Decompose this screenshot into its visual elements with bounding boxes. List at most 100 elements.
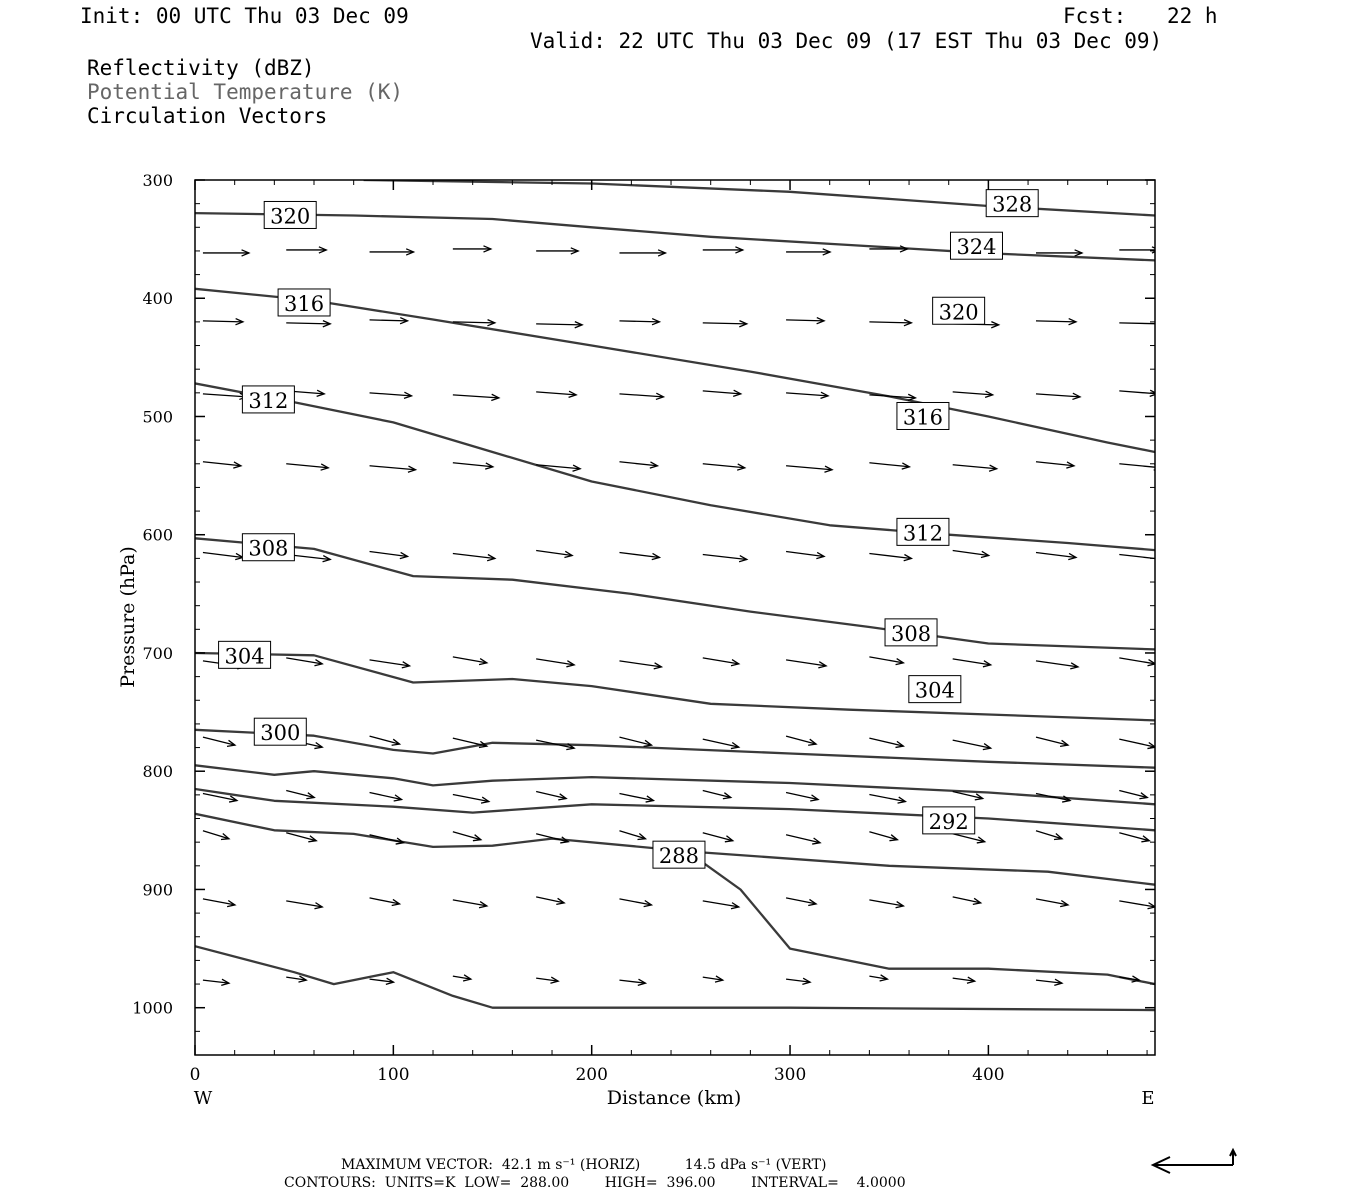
- circulation-vector: [702, 832, 733, 842]
- y-axis-title: Pressure (hPa): [117, 546, 139, 688]
- vector-arrowhead: [802, 977, 812, 985]
- circulation-vector: [1035, 736, 1069, 746]
- theta-contour-line: [195, 537, 1155, 651]
- vector-arrowhead: [1156, 321, 1163, 327]
- contour-label: 316: [903, 405, 943, 429]
- circulation-vector: [286, 832, 317, 842]
- circulation-vector: [786, 319, 825, 322]
- x-tick-label: 400: [972, 1065, 1004, 1085]
- vector-arrowhead: [478, 901, 489, 909]
- contour-info: CONTOURS: UNITS=K LOW= 288.00 HIGH= 396.…: [284, 1175, 906, 1191]
- y-tick-label: 700: [142, 644, 173, 663]
- vector-arrowhead: [1139, 792, 1149, 800]
- vector-arrowhead: [314, 659, 324, 667]
- vector-arrowhead: [732, 389, 743, 397]
- max-vector-note: MAXIMUM VECTOR: 42.1 m s⁻¹ (HORIZ) 14.5 …: [341, 1157, 827, 1173]
- circulation-vector: [1119, 738, 1155, 748]
- x-axis-right-end-label: E: [1141, 1088, 1154, 1109]
- vector-arrowhead: [808, 738, 818, 746]
- theta-contour-line: [195, 812, 1155, 886]
- vector-arrowhead: [487, 319, 497, 327]
- vector-arrowhead: [988, 464, 999, 472]
- circulation-vector: [1119, 322, 1155, 325]
- vector-arrowhead: [405, 248, 416, 256]
- contour-label-box: [896, 401, 950, 430]
- contour-label: 308: [248, 537, 288, 561]
- circulation-vector: [619, 551, 660, 559]
- vector-arrowhead: [483, 245, 493, 253]
- circulation-vector: [869, 462, 910, 468]
- circulation-vector: [536, 323, 583, 326]
- contour-label-box: [908, 675, 962, 704]
- vector-arrowhead: [903, 319, 914, 327]
- vector-arrowhead: [472, 834, 483, 842]
- circulation-vector: [452, 831, 482, 841]
- vector-arrowhead: [486, 553, 497, 562]
- y-tick-label: 800: [142, 762, 173, 781]
- contour-label: 304: [225, 644, 265, 668]
- vector-arrowhead: [308, 835, 318, 843]
- contour-label: 292: [929, 810, 969, 834]
- circulation-vector: [619, 792, 654, 802]
- contour-label: 324: [956, 235, 996, 259]
- vector-arrowhead: [899, 245, 910, 253]
- theta-contour-line: [195, 287, 1155, 454]
- vector-arrowhead: [822, 248, 832, 256]
- init-time: Init: 00 UTC Thu 03 Dec 09: [80, 4, 409, 28]
- vector-arrowhead: [478, 657, 489, 666]
- vector-arrowhead: [395, 837, 406, 845]
- circulation-vector: [452, 552, 495, 560]
- vector-arrowhead: [889, 834, 899, 842]
- theta-contour-line: [195, 945, 1155, 1012]
- vector-arrowhead: [318, 246, 328, 254]
- vector-arrowhead: [651, 552, 662, 561]
- vector-arrowhead: [637, 833, 648, 841]
- y-tick-label: 500: [142, 407, 173, 426]
- vector-arrowhead: [322, 320, 332, 328]
- circulation-vector: [785, 834, 821, 844]
- circulation-vector: [536, 658, 575, 666]
- vector-arrowhead: [393, 794, 404, 802]
- vector-arrowhead: [724, 835, 735, 843]
- circulation-vector: [202, 792, 238, 802]
- vector-arrowhead: [480, 796, 491, 804]
- vector-arrowhead: [651, 318, 662, 326]
- vector-arrowhead: [316, 389, 326, 397]
- circulation-vector: [702, 463, 745, 469]
- x-axis-title: Distance (km): [607, 1087, 742, 1109]
- field-potential-temperature: Potential Temperature (K): [87, 80, 404, 104]
- circulation-vector: [536, 739, 575, 749]
- vector-arrowhead: [1147, 902, 1155, 910]
- contour-label-box: [884, 618, 938, 647]
- x-axis-left-end-label: W: [194, 1088, 213, 1109]
- vector-arrowhead: [1060, 899, 1070, 908]
- vector-arrowhead: [820, 391, 830, 400]
- circulation-vector: [369, 834, 404, 844]
- circulation-vector: [1035, 461, 1075, 467]
- vector-arrowhead: [643, 739, 654, 747]
- vector-arrowhead: [568, 390, 578, 399]
- vector-arrowhead: [1053, 833, 1064, 841]
- vector-arrowhead: [714, 975, 725, 983]
- circulation-vector: [369, 897, 400, 905]
- circulation-vector: [286, 657, 323, 665]
- circulation-vector: [1035, 393, 1081, 398]
- circulation-vector: [369, 735, 400, 745]
- circulation-vector: [1035, 898, 1069, 906]
- vector-arrowhead: [982, 743, 993, 751]
- circulation-vector: [1035, 792, 1071, 802]
- y-tick-label: 300: [142, 171, 173, 190]
- circulation-vector: [619, 898, 652, 906]
- circulation-vector: [452, 737, 488, 747]
- circulation-vector: [619, 736, 652, 746]
- circulation-vector: [202, 320, 243, 323]
- vector-arrowhead: [407, 465, 418, 473]
- circulation-vector: [202, 830, 230, 840]
- theta-contour-line: [195, 728, 1155, 769]
- vector-arrowhead: [736, 463, 747, 471]
- vector-arrowhead: [1072, 392, 1082, 401]
- theta-contour-line: [363, 180, 1155, 217]
- circulation-vector: [536, 977, 559, 982]
- vector-arrowhead: [1147, 659, 1155, 667]
- vector-arrowhead: [558, 793, 568, 801]
